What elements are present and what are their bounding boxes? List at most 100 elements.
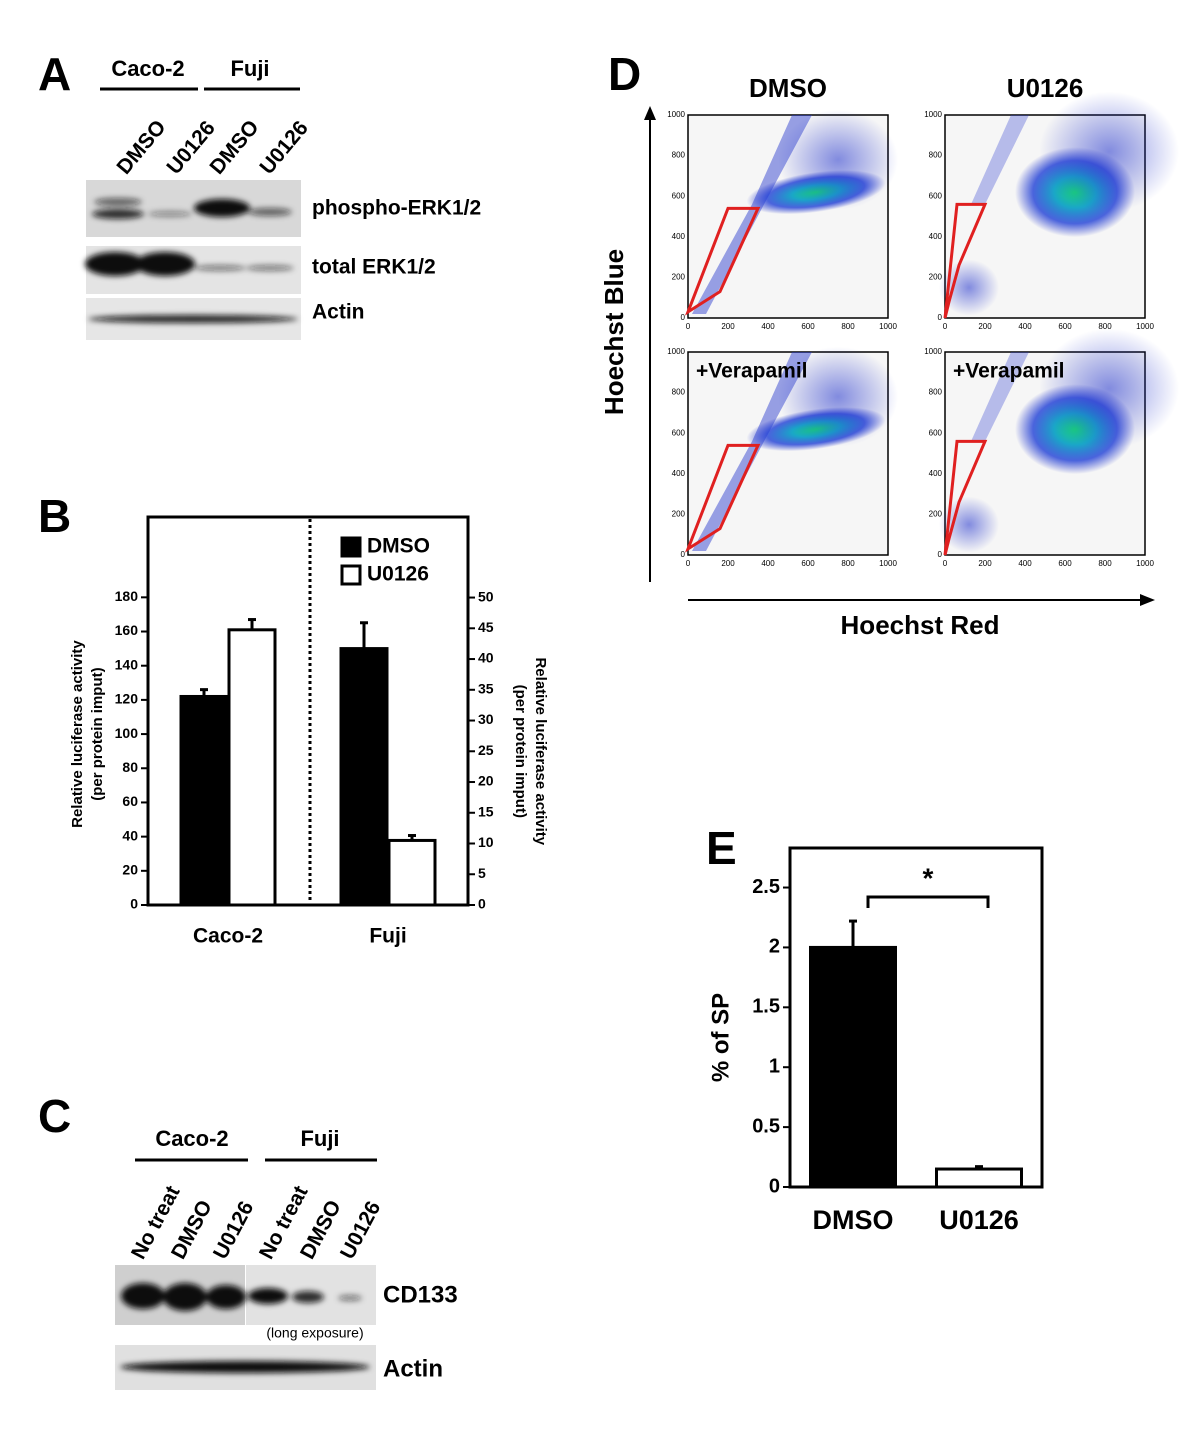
y-tick-label: 600 [929, 191, 943, 200]
plot-frame [788, 846, 1044, 1189]
x-tick-label: U0126 [939, 1205, 1019, 1235]
y-tick-label: 800 [929, 388, 943, 397]
x-tick-label: 200 [721, 322, 735, 331]
y-tick-label: 600 [672, 191, 686, 200]
bar [809, 945, 897, 1189]
y2-tick-label: 5 [478, 865, 486, 881]
y2-axis-label: Relative luciferase activity [532, 657, 549, 845]
x-tick-label: 800 [841, 559, 855, 568]
panel-label: B [38, 490, 71, 542]
x-tick-label: 0 [686, 559, 691, 568]
x-tick-label: 600 [1058, 559, 1072, 568]
row-label: phospho-ERK1/2 [312, 197, 481, 220]
row-label: total ERK1/2 [312, 256, 436, 279]
x-tick-label: 0 [943, 322, 948, 331]
y-tick-label: 400 [672, 232, 686, 241]
bar [179, 694, 229, 907]
x-tick-label: 200 [978, 559, 992, 568]
bar [935, 1167, 1023, 1189]
y-tick-label: 600 [672, 428, 686, 437]
cloud-haze [1039, 328, 1179, 449]
gate [684, 443, 761, 553]
flow-plot: 00 200 200 400 400 600 600 800 800 1000 1000 +Verap… [667, 346, 898, 568]
gate [943, 202, 988, 319]
flow-plot: 00 200 200 400 400 600 600 800 800 1000 1000 +Verap… [924, 328, 1179, 568]
y-tick-label: 200 [929, 273, 943, 282]
y-tick-label: 0 [681, 550, 686, 559]
note: (long exposure) [266, 1325, 363, 1341]
cloud-streak [971, 115, 1029, 205]
y-axis-label: (per protein imput) [89, 667, 106, 800]
x-tick-label: 400 [761, 559, 775, 568]
x-tick-label: Fuji [369, 925, 406, 948]
panel-label: E [706, 822, 737, 874]
column-label: U0126 [1007, 73, 1084, 103]
legend-swatch [340, 536, 362, 558]
x-tick-label: 0 [943, 559, 948, 568]
group-label: Fuji [230, 56, 269, 81]
x-tick-label: 400 [1018, 559, 1032, 568]
y2-tick-label: 40 [478, 650, 494, 666]
bar [227, 628, 277, 907]
y2-tick-label: 35 [478, 680, 494, 696]
x-tick-label: 600 [1058, 322, 1072, 331]
y2-tick-label: 10 [478, 834, 494, 850]
y-tick-label: 1000 [924, 110, 942, 119]
y2-tick-label: 25 [478, 742, 494, 758]
y-tick-label: 0 [769, 1175, 780, 1197]
y-tick-label: 0.5 [752, 1115, 780, 1137]
y-tick-label: 800 [672, 151, 686, 160]
arrow-head [1140, 594, 1155, 606]
y-tick-label: 1000 [667, 110, 685, 119]
y2-tick-label: 20 [478, 773, 494, 789]
blot [85, 180, 301, 340]
y-tick-label: 100 [115, 725, 139, 741]
y-tick-label: 200 [672, 510, 686, 519]
y2-axis-label: (per protein imput) [512, 685, 529, 818]
plot-frame [146, 515, 470, 907]
y-tick-label: 400 [929, 469, 943, 478]
group-label: Caco-2 [111, 56, 184, 81]
axis-label: Hoechst Red [841, 610, 1000, 640]
flow-plot: 00 200 200 400 400 600 600 800 800 1000 1000 [924, 91, 1179, 331]
x-tick-label: 1000 [879, 322, 897, 331]
row-label: Actin [312, 301, 365, 324]
gate [684, 206, 761, 316]
x-tick-label: 600 [801, 322, 815, 331]
y-tick-label: 0 [130, 896, 138, 912]
y-tick-label: 1.5 [752, 996, 780, 1018]
inset-label: +Verapamil [953, 360, 1065, 383]
y-tick-label: 120 [115, 691, 139, 707]
cloud-streak [971, 352, 1029, 442]
bar [387, 838, 437, 907]
y-tick-label: 400 [929, 232, 943, 241]
y-axis-label: Relative luciferase activity [69, 640, 86, 828]
y-tick-label: 2.5 [752, 876, 780, 898]
cloud-haze [778, 346, 898, 447]
x-tick-label: Caco-2 [193, 925, 263, 948]
panel-label: C [38, 1090, 71, 1142]
y2-tick-label: 0 [478, 896, 486, 912]
panel-label: D [608, 48, 641, 100]
y-tick-label: 40 [122, 827, 138, 843]
y-tick-label: 2 [769, 936, 780, 958]
y-tick-label: 200 [929, 510, 943, 519]
y-tick-label: 20 [122, 862, 138, 878]
blot [115, 1265, 376, 1390]
y-tick-label: 160 [115, 622, 139, 638]
gate [943, 439, 988, 556]
flow-plot: 00 200 200 400 400 600 600 800 800 1000 1000 [667, 109, 898, 331]
x-tick-label: 1000 [879, 559, 897, 568]
axis-label: Hoechst Blue [599, 249, 629, 415]
x-tick-label: 400 [761, 322, 775, 331]
x-tick-label: 1000 [1136, 322, 1154, 331]
y-tick-label: 80 [122, 759, 138, 775]
x-tick-label: 400 [1018, 322, 1032, 331]
significance-bracket [866, 895, 990, 908]
group-label: Fuji [300, 1126, 339, 1151]
y2-tick-label: 45 [478, 619, 494, 635]
y-tick-label: 140 [115, 656, 139, 672]
y-tick-label: 1 [769, 1055, 780, 1077]
cloud-haze [1039, 91, 1179, 212]
y-tick-label: 200 [672, 273, 686, 282]
